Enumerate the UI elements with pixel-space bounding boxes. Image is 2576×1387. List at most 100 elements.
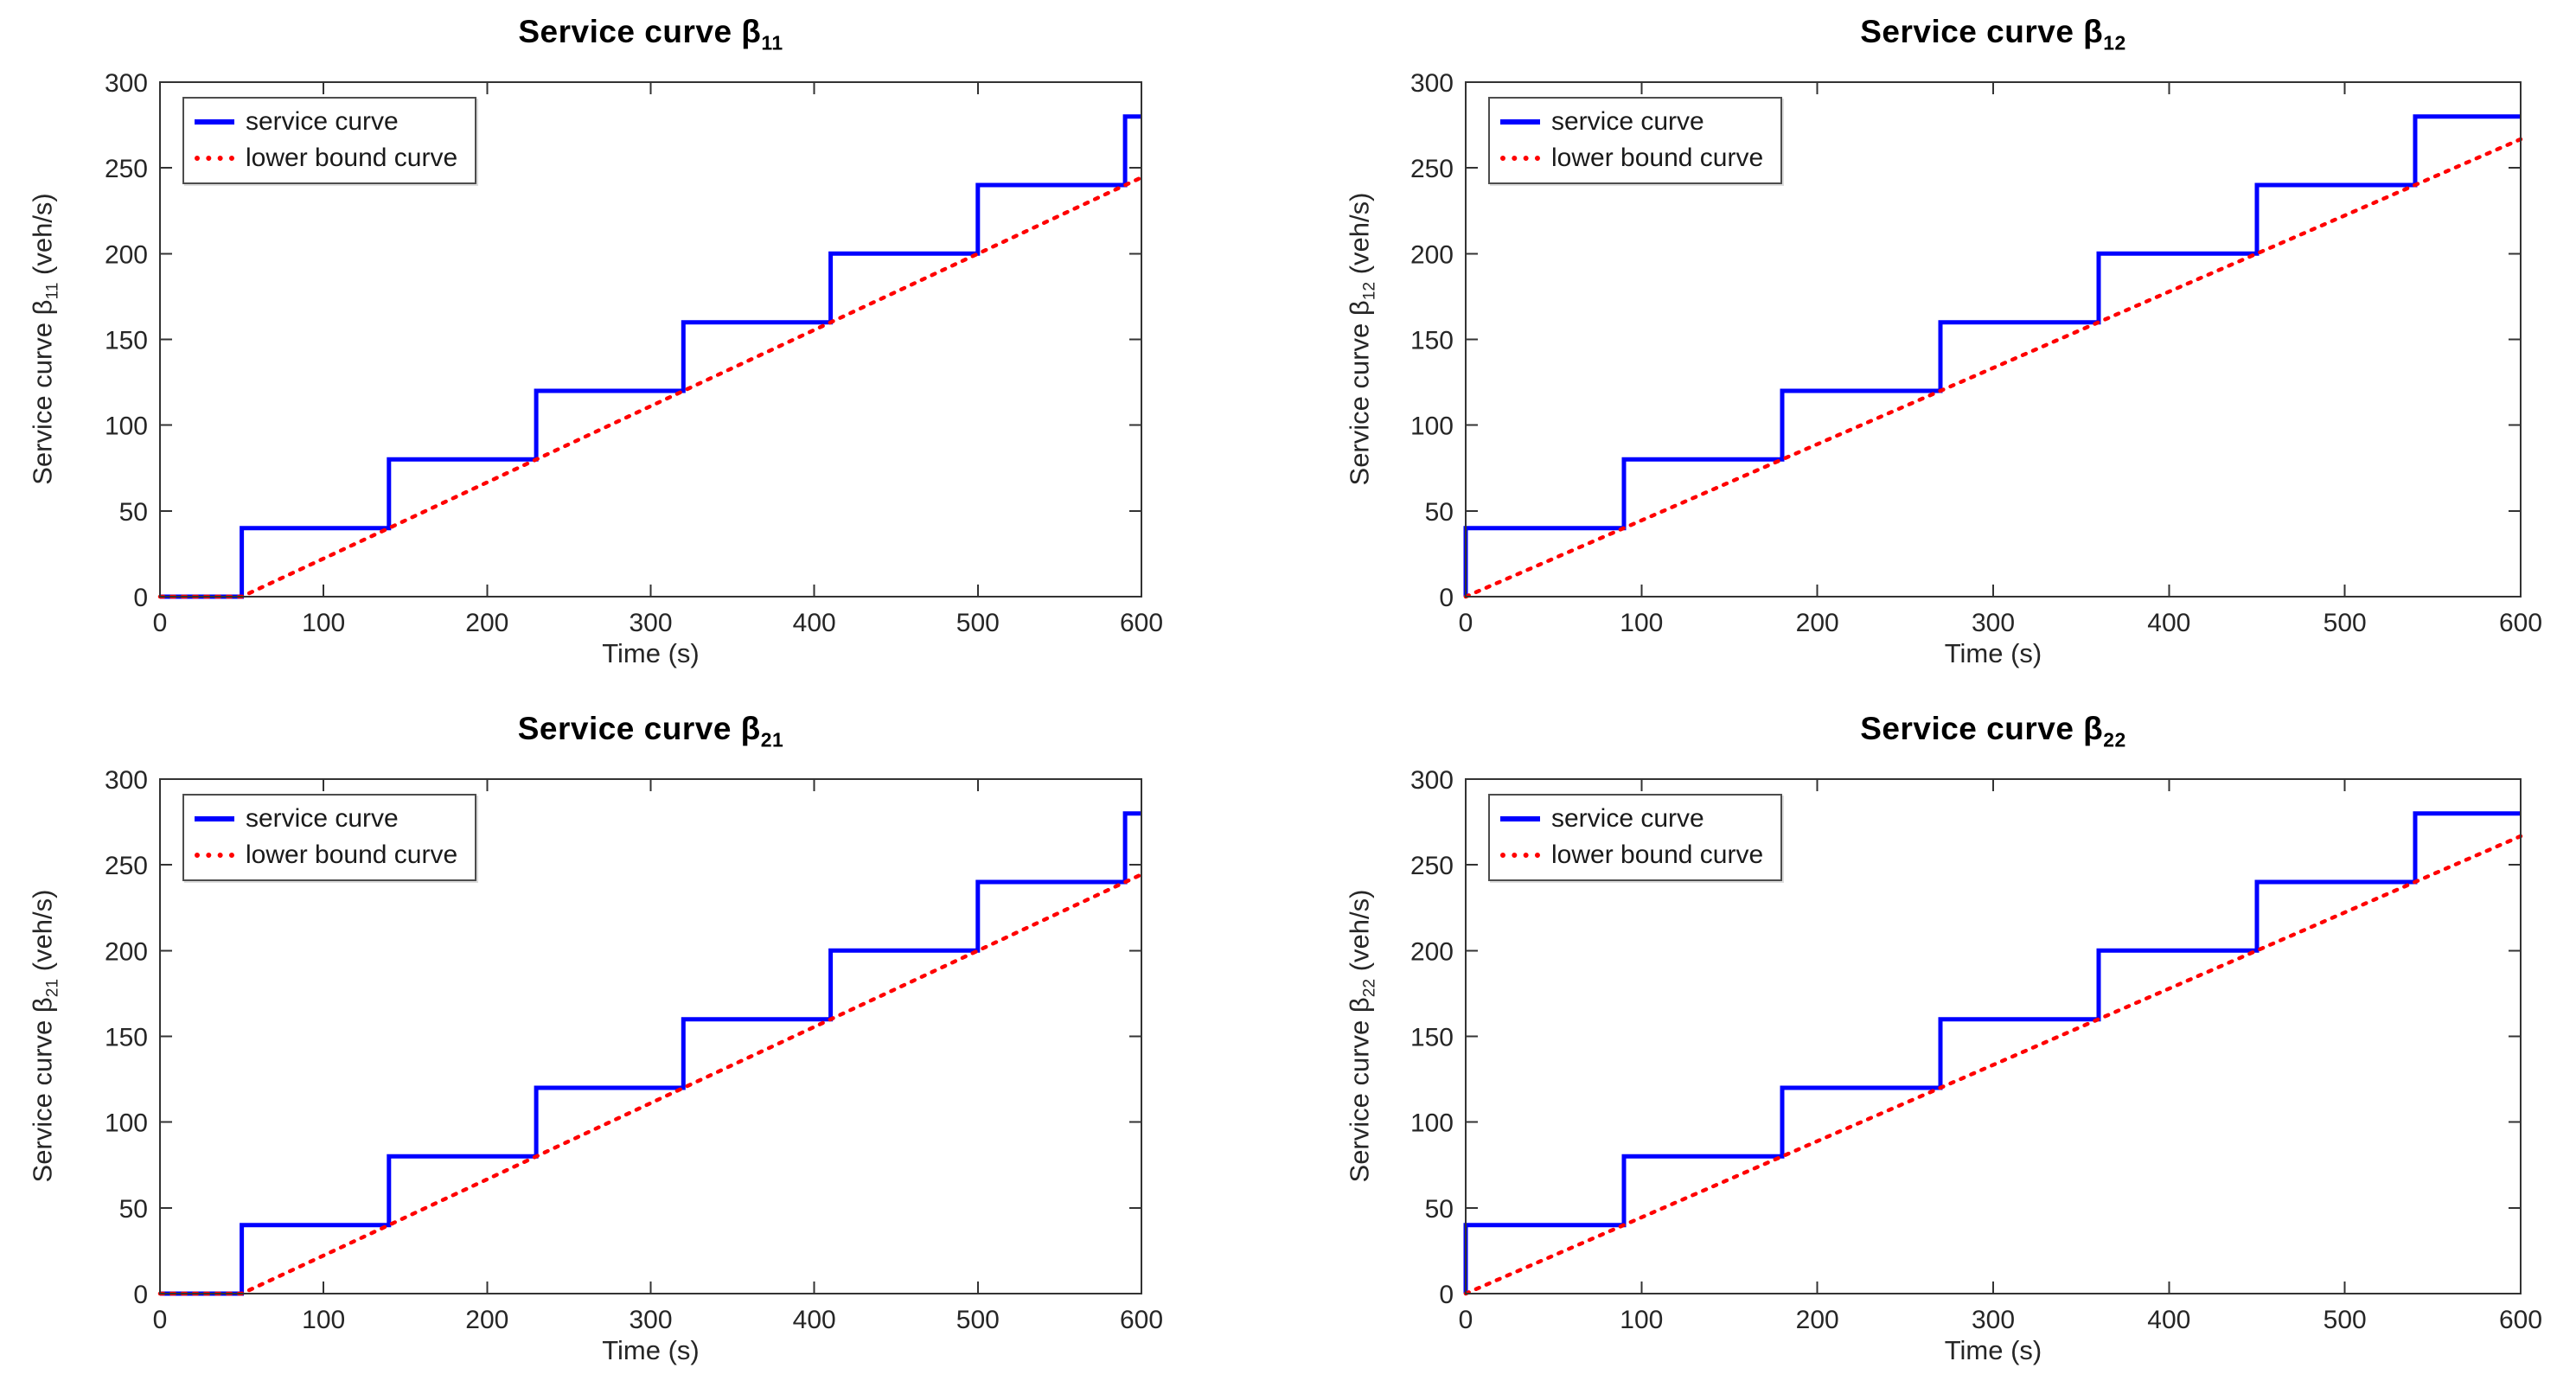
svg-text:100: 100	[302, 1306, 345, 1334]
subplot-beta-11: 0 100 200 300 400 500 600 0 50 100 150 200 250 300 Se…	[0, 0, 1288, 690]
legend: service curve lower bound curve	[182, 97, 477, 184]
svg-text:100: 100	[1410, 412, 1454, 441]
svg-text:300: 300	[1972, 609, 2015, 637]
plot-title-subscript: 21	[760, 728, 784, 751]
svg-text:200: 200	[105, 240, 148, 269]
svg-text:50: 50	[119, 498, 148, 527]
svg-text:500: 500	[956, 1306, 1000, 1334]
plot-canvas-beta-22: 0 100 200 300 400 500 600 0 50 100 150 200 250 300	[1410, 766, 2542, 1334]
svg-text:300: 300	[1410, 766, 1454, 795]
legend-item-lower-bound-curve: lower bound curve	[1500, 144, 1763, 172]
x-axis-label: Time (s)	[602, 1335, 700, 1365]
svg-text:500: 500	[2324, 1306, 2367, 1334]
y-axis-label-text: Service curve β	[27, 299, 58, 485]
y-axis-label-units: (veh/s)	[27, 193, 58, 283]
svg-text:150: 150	[1410, 1024, 1454, 1052]
legend-item-service-curve: service curve	[195, 107, 457, 136]
plot-title: Service curve β22	[1466, 711, 2521, 751]
svg-text:100: 100	[1620, 609, 1663, 637]
svg-text:50: 50	[119, 1195, 148, 1224]
legend-label: lower bound curve	[246, 144, 458, 172]
legend-item-service-curve: service curve	[1500, 804, 1763, 833]
svg-text:50: 50	[1425, 1195, 1454, 1224]
subplot-beta-22: 0 100 200 300 400 500 600 0 50 100 150 200 250 300 Se…	[1288, 697, 2576, 1387]
legend-label: service curve	[246, 107, 399, 136]
x-axis-label: Time (s)	[1944, 638, 2042, 668]
svg-text:300: 300	[629, 609, 672, 637]
lower-bound-curve-line-icon	[1500, 155, 1540, 161]
svg-text:300: 300	[1972, 1306, 2015, 1334]
plot-canvas-beta-11: 0 100 200 300 400 500 600 0 50 100 150 200 250 300	[105, 69, 1163, 637]
svg-text:600: 600	[2499, 609, 2542, 637]
svg-text:100: 100	[1410, 1109, 1454, 1138]
svg-text:200: 200	[1410, 937, 1454, 966]
svg-text:200: 200	[1410, 240, 1454, 269]
svg-text:400: 400	[2147, 609, 2190, 637]
plot-title: Service curve β12	[1466, 14, 2521, 54]
svg-text:200: 200	[105, 937, 148, 966]
plot-title-text: Service curve β	[1860, 14, 2104, 49]
y-axis-label-subscript: 12	[1360, 281, 1379, 301]
svg-text:600: 600	[1120, 609, 1163, 637]
y-axis-label: Service curve β12 (veh/s)	[1344, 193, 1379, 486]
plot-title-subscript: 11	[761, 31, 783, 54]
legend-label: service curve	[246, 804, 399, 833]
svg-text:150: 150	[1410, 327, 1454, 355]
y-axis-label-text: Service curve β	[27, 997, 58, 1183]
y-axis-label: Service curve β22 (veh/s)	[1344, 890, 1379, 1183]
svg-text:0: 0	[133, 1281, 148, 1309]
y-axis-label-text: Service curve β	[1344, 300, 1375, 486]
svg-text:0: 0	[1439, 584, 1454, 612]
legend-item-service-curve: service curve	[1500, 107, 1763, 136]
y-axis-label-subscript: 22	[1360, 978, 1379, 998]
svg-text:150: 150	[105, 327, 148, 355]
svg-text:250: 250	[105, 155, 148, 183]
svg-text:400: 400	[2147, 1306, 2190, 1334]
svg-text:150: 150	[105, 1024, 148, 1052]
svg-text:300: 300	[105, 766, 148, 795]
svg-text:100: 100	[105, 1109, 148, 1138]
y-axis-label: Service curve β21 (veh/s)	[27, 890, 62, 1183]
svg-text:100: 100	[105, 412, 148, 441]
svg-text:600: 600	[2499, 1306, 2542, 1334]
plot-title: Service curve β11	[160, 14, 1141, 54]
plot-canvas-beta-12: 0 100 200 300 400 500 600 0 50 100 150 200 250 300	[1410, 69, 2542, 637]
y-axis-label: Service curve β11 (veh/s)	[27, 193, 62, 485]
svg-text:100: 100	[1620, 1306, 1663, 1334]
svg-text:200: 200	[465, 609, 508, 637]
svg-text:200: 200	[465, 1306, 508, 1334]
svg-text:300: 300	[105, 69, 148, 98]
y-axis-label-text: Service curve β	[1344, 997, 1375, 1183]
legend: service curve lower bound curve	[1488, 794, 1783, 881]
lower-bound-curve-line-icon	[195, 155, 234, 161]
svg-text:600: 600	[1120, 1306, 1163, 1334]
svg-text:0: 0	[1459, 1306, 1473, 1334]
plot-canvas-beta-21: 0 100 200 300 400 500 600 0 50 100 150 200 250 300	[105, 766, 1163, 1334]
svg-text:300: 300	[1410, 69, 1454, 98]
y-axis-label-subscript: 21	[43, 978, 62, 998]
plot-title: Service curve β21	[160, 711, 1141, 751]
svg-text:250: 250	[1410, 155, 1454, 183]
y-axis-label-units: (veh/s)	[1344, 889, 1375, 979]
legend-label: lower bound curve	[246, 841, 458, 869]
x-axis-label: Time (s)	[602, 638, 700, 668]
svg-text:0: 0	[1439, 1281, 1454, 1309]
legend-label: service curve	[1551, 804, 1704, 833]
plot-title-text: Service curve β	[517, 711, 761, 746]
svg-text:250: 250	[105, 852, 148, 880]
service-curve-line-icon	[1500, 815, 1540, 821]
legend-item-service-curve: service curve	[195, 804, 457, 833]
x-axis-label: Time (s)	[1944, 1335, 2042, 1365]
svg-text:400: 400	[793, 609, 836, 637]
svg-text:0: 0	[133, 584, 148, 612]
y-axis-label-units: (veh/s)	[1344, 192, 1375, 282]
legend-label: lower bound curve	[1551, 841, 1764, 869]
plot-title-text: Service curve β	[1860, 711, 2104, 746]
svg-text:250: 250	[1410, 852, 1454, 880]
service-curve-line-icon	[1500, 118, 1540, 125]
svg-text:0: 0	[153, 1306, 168, 1334]
svg-text:200: 200	[1796, 1306, 1839, 1334]
svg-text:200: 200	[1796, 609, 1839, 637]
legend-label: service curve	[1551, 107, 1704, 136]
